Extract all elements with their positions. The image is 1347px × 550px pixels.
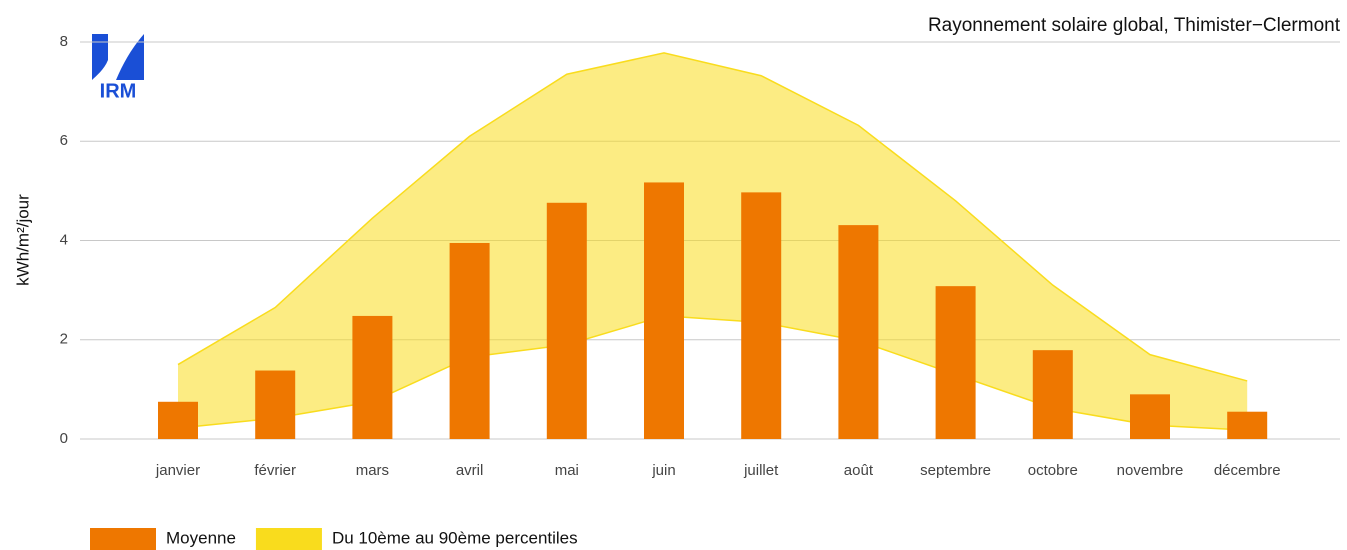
legend-label: Moyenne: [166, 528, 236, 547]
y-tick-label: 4: [60, 231, 68, 248]
y-tick-label: 6: [60, 132, 68, 149]
bar: [449, 242, 490, 439]
legend-swatch: [90, 528, 156, 550]
x-tick-label: novembre: [1117, 462, 1184, 479]
legend-swatch: [255, 528, 322, 550]
logo: IRM: [92, 34, 144, 102]
bar: [352, 315, 393, 439]
logo-shape: [116, 34, 144, 80]
bar: [644, 182, 684, 439]
bar: [838, 225, 879, 439]
logo-text: IRM: [100, 80, 137, 102]
bar: [935, 286, 976, 439]
band-upper-line: [177, 52, 1248, 382]
x-tick-label: septembre: [920, 462, 991, 479]
bar: [1227, 411, 1268, 439]
logo-shape: [92, 34, 108, 80]
legend-label: Du 10ème au 90ème percentiles: [332, 528, 578, 547]
y-tick-label: 0: [60, 430, 68, 447]
y-tick-label: 8: [60, 33, 68, 50]
bar: [1130, 394, 1170, 439]
bar: [546, 202, 587, 439]
bar: [255, 370, 296, 439]
bar: [1032, 350, 1073, 439]
y-tick-label: 2: [60, 331, 68, 348]
x-tick-label: avril: [456, 462, 484, 479]
x-tick-label: mars: [356, 462, 389, 479]
x-tick-label: juillet: [743, 462, 779, 479]
x-tick-label: août: [844, 462, 874, 479]
y-axis-label: kWh/m²/jour: [13, 194, 32, 286]
bar: [741, 192, 782, 439]
x-tick-label: décembre: [1214, 462, 1281, 479]
x-tick-label: janvier: [155, 462, 200, 479]
bar: [158, 401, 198, 439]
x-tick-label: octobre: [1028, 462, 1078, 479]
x-tick-label: mai: [555, 462, 579, 479]
percentile-band: [178, 52, 1248, 431]
x-tick-label: juin: [651, 462, 675, 479]
chart-title: Rayonnement solaire global, Thimister−Cl…: [928, 15, 1341, 36]
x-tick-label: février: [254, 462, 296, 479]
